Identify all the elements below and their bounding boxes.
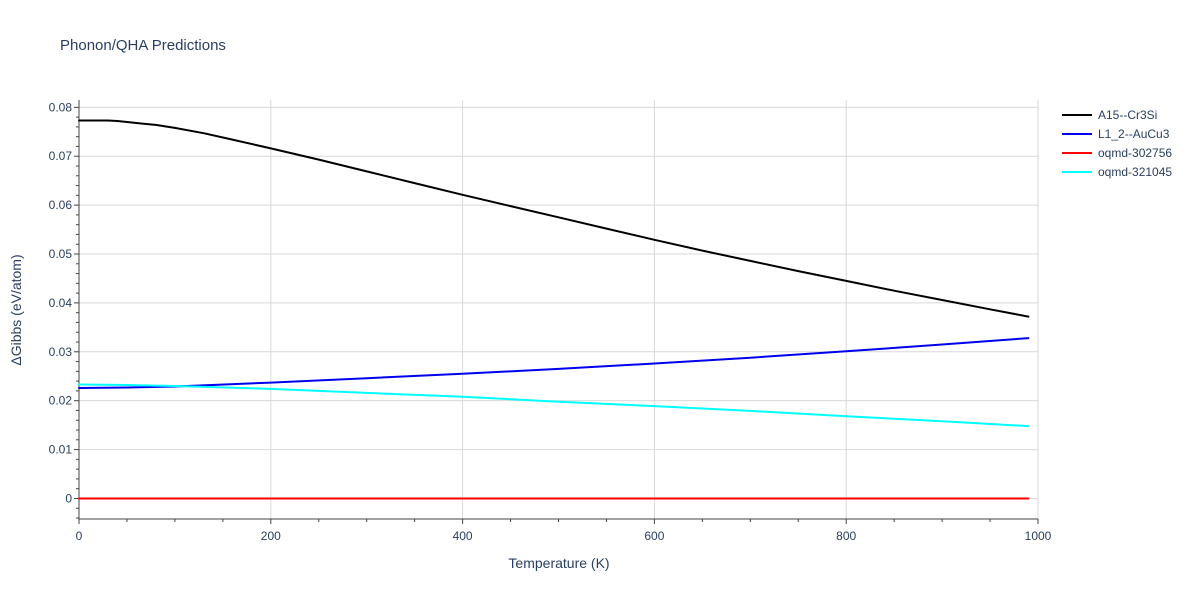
legend-label: A15--Cr3Si (1098, 108, 1157, 122)
legend-item[interactable]: oqmd-302756 (1062, 146, 1172, 160)
y-tick-label: 0 (65, 491, 72, 505)
legend-item[interactable]: oqmd-321045 (1062, 165, 1172, 179)
y-tick-label: 0.01 (49, 443, 73, 457)
axes (74, 100, 1039, 524)
chart-title: Phonon/QHA Predictions (60, 37, 226, 54)
y-axis-label: ΔGibbs (eV/atom) (8, 254, 24, 365)
x-tick-label: 800 (836, 529, 856, 543)
y-tick-label: 0.08 (49, 100, 73, 114)
series-group (78, 119, 1030, 500)
y-tick-label: 0.06 (49, 198, 73, 212)
legend-item[interactable]: L1_2--AuCu3 (1062, 127, 1170, 141)
y-tick-label: 0.02 (49, 394, 73, 408)
x-axis-label: Temperature (K) (508, 555, 609, 571)
x-tick-label: 1000 (1025, 529, 1052, 543)
tick-labels: 0 200 400 600 800 1000 0 0.01 0.02 0.03 0.04 0.05 0.… (49, 100, 1052, 543)
x-tick-label: 600 (644, 529, 664, 543)
legend-item[interactable]: A15--Cr3Si (1062, 108, 1157, 122)
x-tick-label: 0 (76, 529, 83, 543)
legend-label: oqmd-302756 (1098, 146, 1172, 160)
legend[interactable]: A15--Cr3Si L1_2--AuCu3 oqmd-302756 oqmd-321… (1062, 108, 1172, 179)
x-tick-label: 400 (453, 529, 473, 543)
series-line-L1_2--AuCu3 (78, 337, 1030, 389)
y-tick-label: 0.07 (49, 149, 73, 163)
legend-label: oqmd-321045 (1098, 165, 1172, 179)
y-tick-label: 0.05 (49, 247, 73, 261)
series-line-oqmd-321045 (78, 383, 1030, 428)
legend-label: L1_2--AuCu3 (1098, 127, 1170, 141)
y-tick-label: 0.04 (49, 296, 73, 310)
y-tick-label: 0.03 (49, 345, 73, 359)
series-line-A15--Cr3Si (78, 119, 1030, 318)
grid (79, 100, 1039, 519)
x-tick-label: 200 (261, 529, 281, 543)
